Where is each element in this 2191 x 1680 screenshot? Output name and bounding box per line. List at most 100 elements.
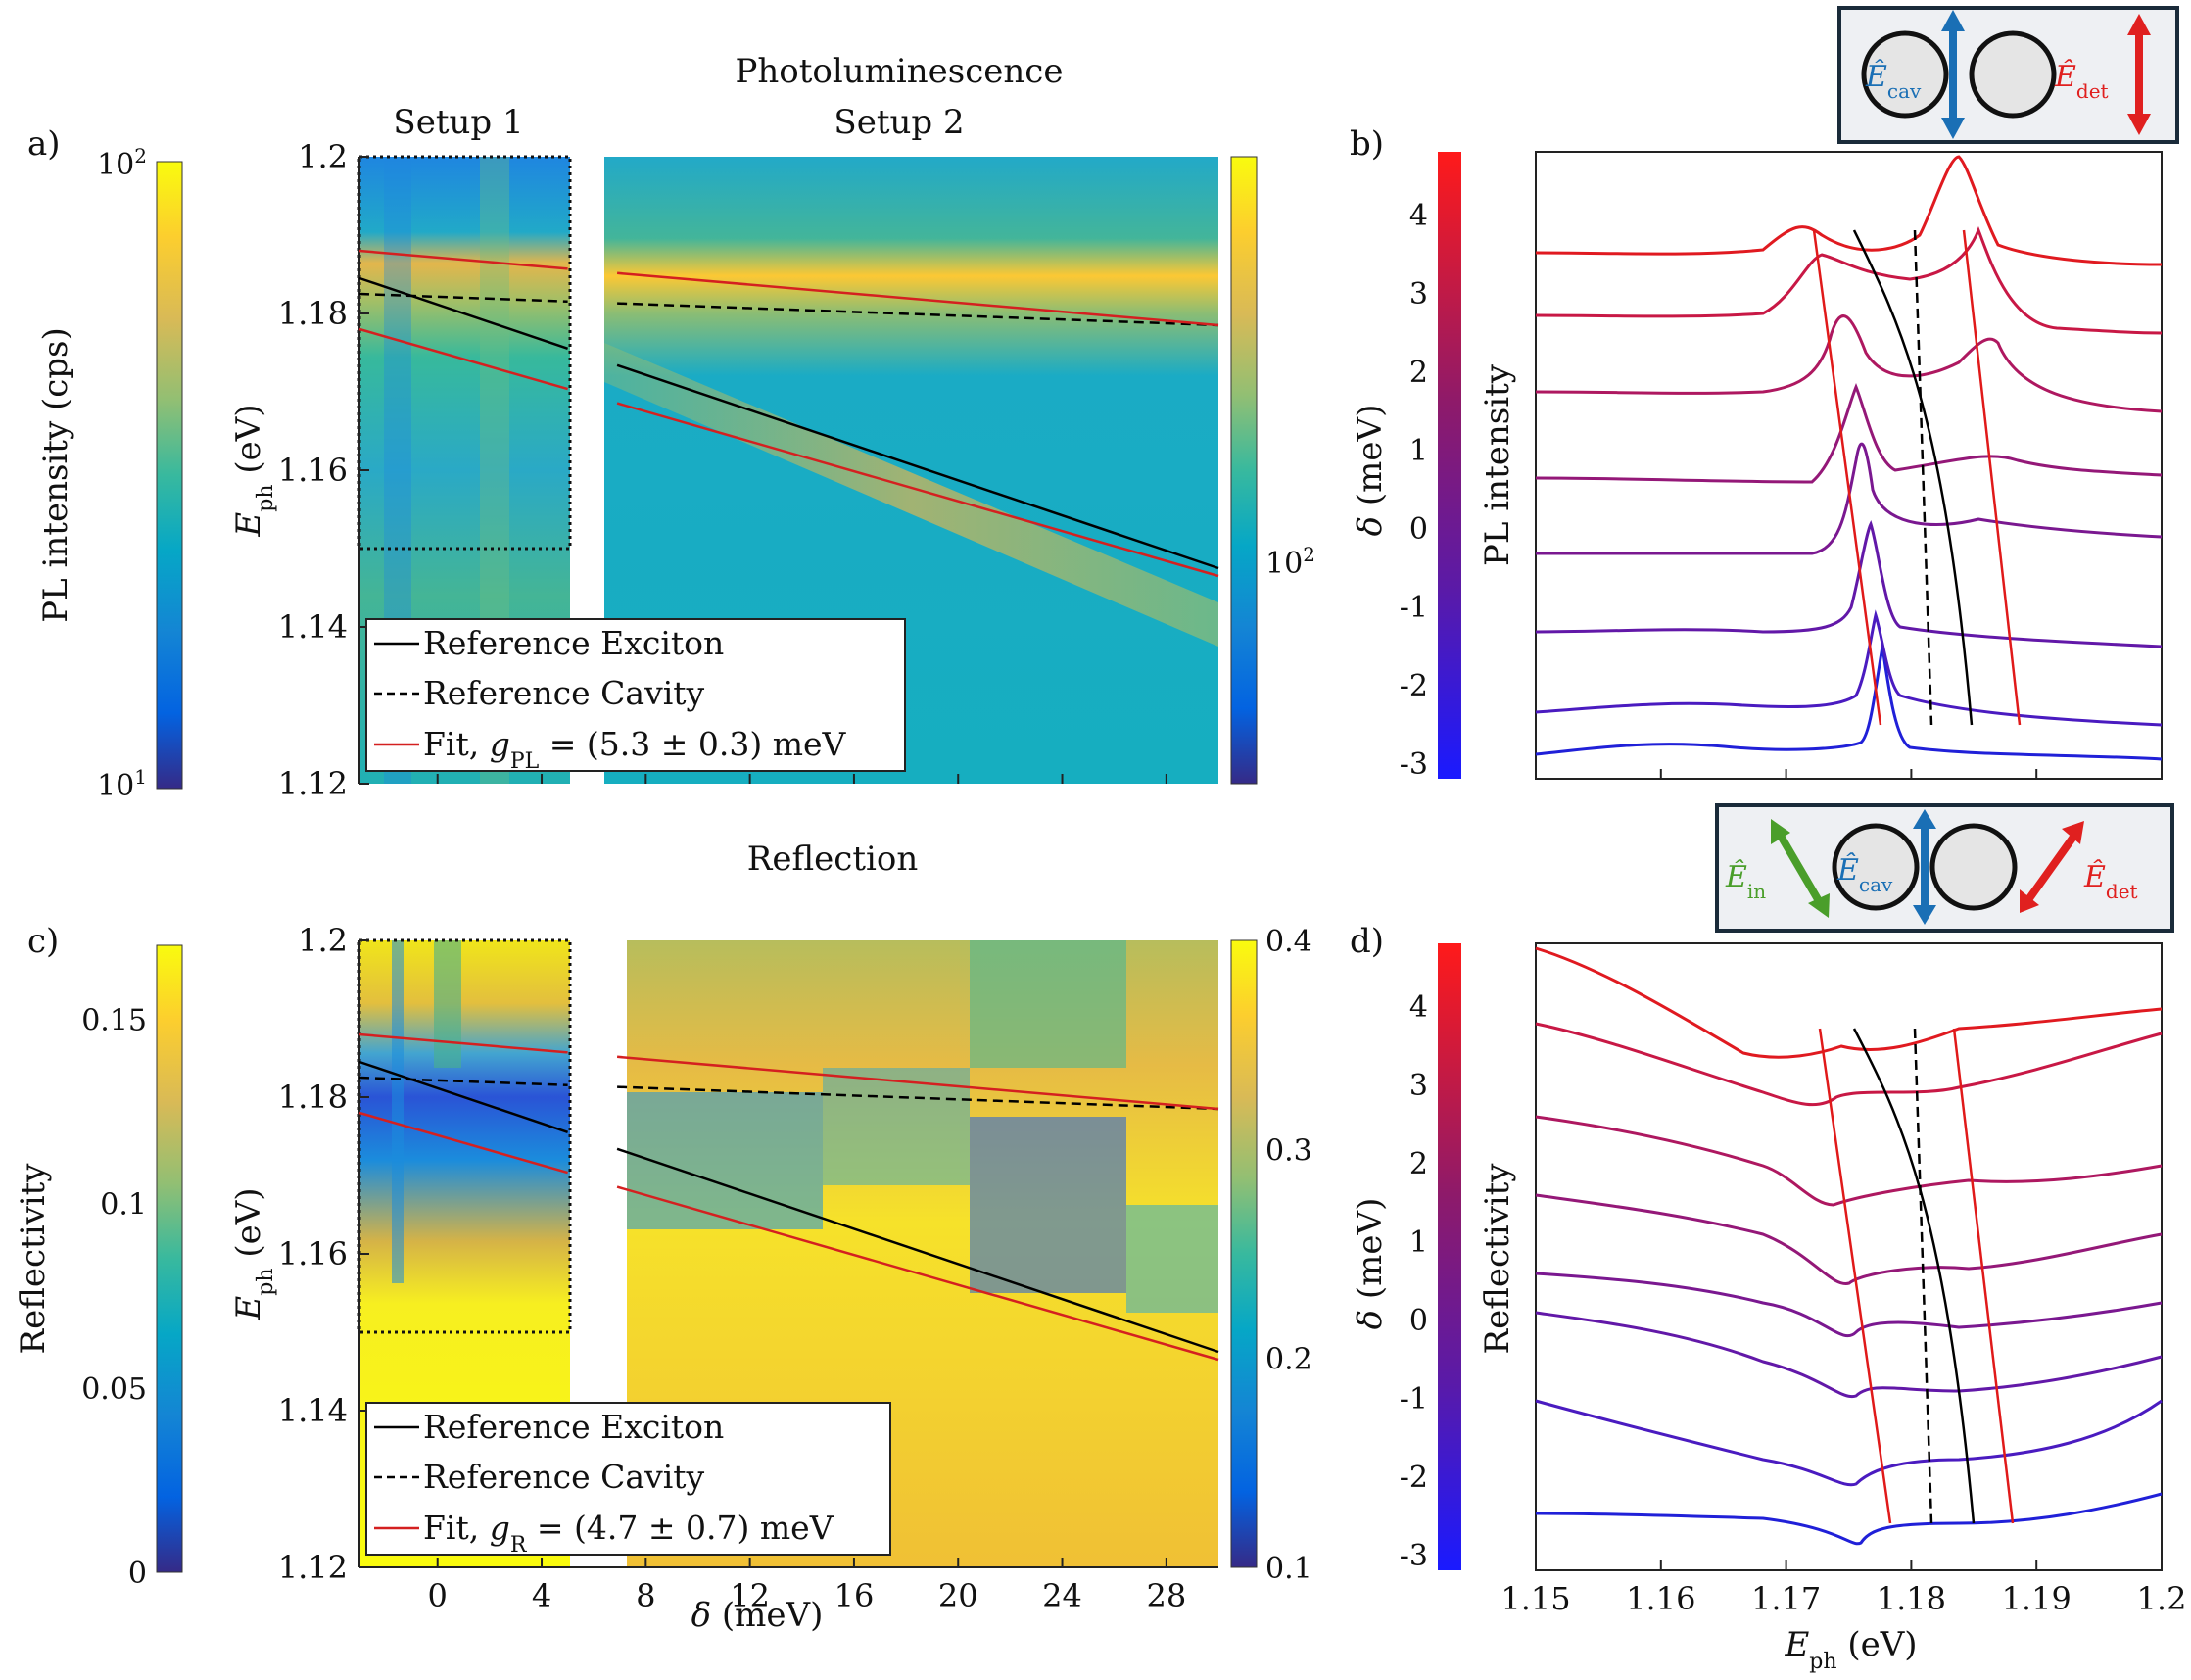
colorbar-b [1438,152,1461,779]
colorbar-b-ticks: 4 3 2 1 0 -1 -2 -3 [1400,199,1428,782]
delta-tick-label: -1 [1400,1382,1428,1416]
pl-trace-1 [1535,646,2163,761]
green-arrow-icon [1774,828,1826,909]
xticks-b [1535,769,2163,779]
legend-a-exciton: Reference Exciton [423,624,724,662]
panel-a: 102 101 PL intensity (cps) 1.21.181.161.… [36,138,1315,803]
colorbar-a-right-tick: 102 [1265,543,1315,581]
refl-trace-5 [1535,1193,2163,1285]
delta-tick-label: 4 [1409,990,1428,1025]
legend-c-exciton: Reference Exciton [423,1408,724,1446]
yticks-a: 1.2 1.18 1.16 1.14 1.12 [278,138,1167,802]
e-cav-label: Êcav [1865,59,1922,103]
fit-upper-d [1952,1028,2015,1524]
ylabel-d: Reflectivity [1478,1163,1517,1355]
colorbar-a-left [156,161,183,790]
colorbar-c-left-ticks: 0.15 0.1 0.05 0 [81,1003,147,1591]
fit-lower-d [1818,1028,1892,1524]
delta-tick-label: -2 [1400,1461,1428,1495]
cavity-line-c-setup2 [617,1085,1219,1111]
e-cav-label-r: Êcav [1836,852,1893,896]
colorbar-tick-label: 0.05 [81,1372,147,1407]
ytick-label: 1.12 [278,1549,348,1586]
fit-upper-b [1962,229,2022,726]
xticks-c: 0 4 8 12 16 20 24 28 [428,1558,1186,1614]
xtick-label-d: 1.16 [1626,1580,1695,1617]
xtick-label: 28 [1146,1577,1186,1614]
delta-tick-label: 2 [1409,356,1428,390]
ytick-label: 1.14 [278,1392,348,1429]
colorbar-tick-label: 0.1 [1265,1552,1312,1586]
ytick-label: 1.16 [278,1235,348,1272]
pl-trace-5 [1535,382,2163,484]
fit-lower-a-setup2 [616,402,1219,578]
xtick-label: 16 [834,1577,875,1614]
delta-tick-label: -2 [1400,669,1428,703]
pillar-left [1861,30,1949,119]
xtick-label-d: 1.19 [2002,1580,2072,1617]
xtick-label: 12 [730,1577,770,1614]
fit-upper-c-setup1 [358,1032,568,1054]
fit-upper-a-setup2 [616,271,1219,327]
xtick-label: 24 [1042,1577,1082,1614]
cavity-line-d [1913,1028,1933,1524]
refl-trace-7 [1535,1022,2163,1107]
exciton-line-a-setup2 [616,363,1219,570]
ytick-label: 1.14 [278,608,348,646]
colorbar-c-right [1230,939,1258,1568]
colorbar-c-label: Reflectivity [14,1163,53,1355]
xtick-label: 0 [428,1577,448,1614]
ytick-label: 1.2 [298,138,348,175]
panel-label-d: d) [1350,922,1384,961]
colorbar-tick-label: 0.1 [100,1188,147,1223]
colorbar-a-left-tick-0: 102 [97,144,147,182]
fit-lower-b [1812,229,1882,726]
xtick-label-d: 1.15 [1500,1580,1570,1617]
panel-label-b: b) [1350,124,1384,164]
panel-b: 4 3 2 1 0 -1 -2 -3 δ (meV) PL intensity [1351,151,2163,782]
e-det-label-r: Êdet [2083,859,2138,903]
pl-trace-6 [1535,314,2163,413]
xtick-label: 20 [938,1577,978,1614]
xlabel-c: δ (meV) [691,1596,824,1635]
exciton-line-c-setup2 [616,1147,1219,1354]
inset-refl-polarization: Êin Êcav Êdet [1715,803,2174,933]
refl-trace-3 [1535,1311,2163,1399]
colorbar-d [1438,943,1461,1570]
plot-d-frame [1535,942,2163,1571]
ytick-label: 1.12 [278,765,348,802]
xtick-label-d: 1.2 [2137,1580,2187,1617]
legend-c: Reference Exciton Reference Cavity Fit, … [365,1402,891,1558]
plot-b-frame [1535,151,2163,780]
xticks-d: 1.15 1.16 1.17 1.18 1.19 1.2 [1500,1560,2186,1617]
legend-a: Reference Exciton Reference Cavity Fit, … [365,618,906,774]
ylabel-a: Eph (eV) [229,404,278,537]
delta-tick-label: -1 [1400,591,1428,625]
ylabel-c: Eph (eV) [229,1187,278,1320]
setup1-label: Setup 1 [393,103,523,142]
cavity-line-c-setup1 [358,1076,568,1087]
xtick-label-d: 1.17 [1751,1580,1821,1617]
pillar-right [1969,30,2057,119]
fit-lower-c-setup2 [616,1185,1219,1362]
delta-tick-label: 4 [1409,199,1428,233]
pl-trace-8 [1535,155,2163,266]
ytick-label: 1.18 [278,1079,348,1116]
pl-trace-4 [1535,442,2163,555]
refl-trace-2 [1535,1399,2163,1487]
colorbar-a-label: PL intensity (cps) [36,327,75,623]
xtick-label: 8 [636,1577,655,1614]
panel-label-a: a) [27,124,61,164]
fit-lower-c-setup1 [358,1111,568,1175]
refl-trace-6 [1535,1115,2163,1207]
ytick-label: 1.18 [278,295,348,332]
xlabel-d: Eph (eV) [1784,1625,1917,1674]
panel-label-c: c) [27,922,59,961]
xtick-label: 4 [532,1577,551,1614]
delta-tick-label: -3 [1400,1539,1428,1573]
delta-tick-label: -3 [1400,747,1428,782]
delta-tick-label: 0 [1409,1304,1428,1338]
colorbar-c-right-ticks: 0.4 0.3 0.2 0.1 [1265,925,1312,1586]
